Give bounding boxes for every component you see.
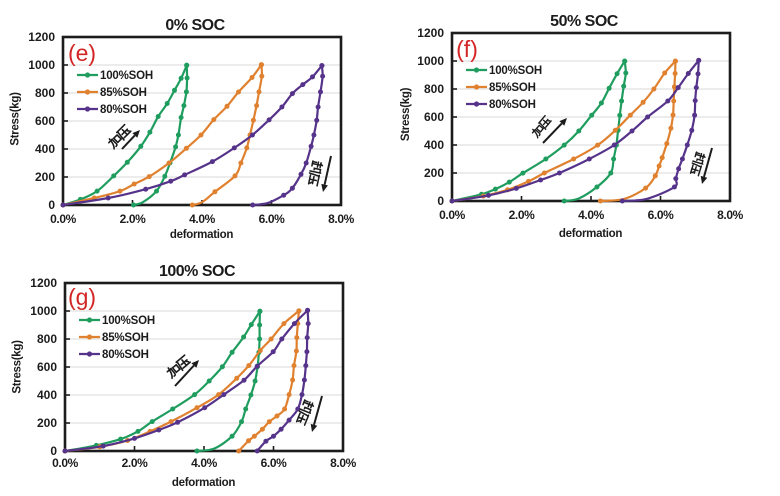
svg-text:100%SOH: 100%SOH (100, 70, 153, 82)
svg-text:0% SOC: 0% SOC (165, 17, 225, 34)
svg-text:deformation: deformation (559, 228, 622, 240)
svg-text:8.0%: 8.0% (330, 456, 356, 470)
svg-text:(g): (g) (68, 284, 96, 310)
svg-text:80%SOH: 80%SOH (489, 99, 536, 111)
svg-text:0: 0 (50, 444, 57, 458)
svg-text:0: 0 (437, 194, 444, 208)
svg-text:Stress(kg): Stress(kg) (10, 92, 22, 146)
svg-text:2.0%: 2.0% (120, 212, 146, 226)
svg-text:1000: 1000 (417, 54, 444, 68)
svg-text:4.0%: 4.0% (189, 212, 215, 226)
svg-text:600: 600 (424, 110, 444, 124)
svg-text:0.0%: 0.0% (439, 208, 465, 222)
svg-text:1000: 1000 (30, 304, 57, 318)
svg-text:400: 400 (35, 142, 55, 156)
svg-text:85%SOH: 85%SOH (100, 87, 147, 99)
svg-text:100%SOH: 100%SOH (489, 65, 542, 77)
svg-text:2.0%: 2.0% (122, 456, 148, 470)
svg-text:1200: 1200 (417, 26, 444, 40)
svg-text:6.0%: 6.0% (648, 208, 674, 222)
svg-text:Stress(kg): Stress(kg) (12, 340, 24, 394)
svg-text:0.0%: 0.0% (52, 456, 78, 470)
svg-text:200: 200 (37, 416, 57, 430)
svg-text:600: 600 (37, 360, 57, 374)
svg-text:800: 800 (35, 86, 55, 100)
svg-text:1000: 1000 (28, 58, 55, 72)
svg-text:85%SOH: 85%SOH (489, 82, 536, 94)
svg-text:100%SOH: 100%SOH (102, 315, 155, 327)
svg-text:1200: 1200 (28, 30, 55, 44)
svg-text:200: 200 (424, 166, 444, 180)
svg-text:Stress(kg): Stress(kg) (400, 87, 412, 141)
svg-text:6.0%: 6.0% (259, 212, 285, 226)
svg-text:8.0%: 8.0% (717, 208, 743, 222)
svg-text:4.0%: 4.0% (578, 208, 604, 222)
svg-text:800: 800 (37, 332, 57, 346)
svg-text:deformation: deformation (170, 229, 233, 241)
svg-text:200: 200 (35, 170, 55, 184)
svg-text:2.0%: 2.0% (509, 208, 535, 222)
svg-text:400: 400 (37, 388, 57, 402)
svg-text:6.0%: 6.0% (261, 456, 287, 470)
svg-text:80%SOH: 80%SOH (102, 349, 149, 361)
svg-text:8.0%: 8.0% (328, 212, 354, 226)
svg-text:4.0%: 4.0% (191, 456, 217, 470)
svg-text:0: 0 (48, 198, 55, 212)
svg-text:80%SOH: 80%SOH (100, 104, 147, 116)
svg-text:50% SOC: 50% SOC (550, 13, 619, 30)
svg-text:100% SOC: 100% SOC (159, 263, 236, 280)
svg-text:85%SOH: 85%SOH (102, 332, 149, 344)
svg-text:deformation: deformation (172, 477, 235, 489)
svg-text:(f): (f) (456, 36, 478, 62)
svg-text:600: 600 (35, 114, 55, 128)
svg-text:1200: 1200 (30, 276, 57, 290)
svg-text:0.0%: 0.0% (50, 212, 76, 226)
svg-text:800: 800 (424, 82, 444, 96)
svg-text:400: 400 (424, 138, 444, 152)
svg-text:(e): (e) (68, 40, 96, 66)
